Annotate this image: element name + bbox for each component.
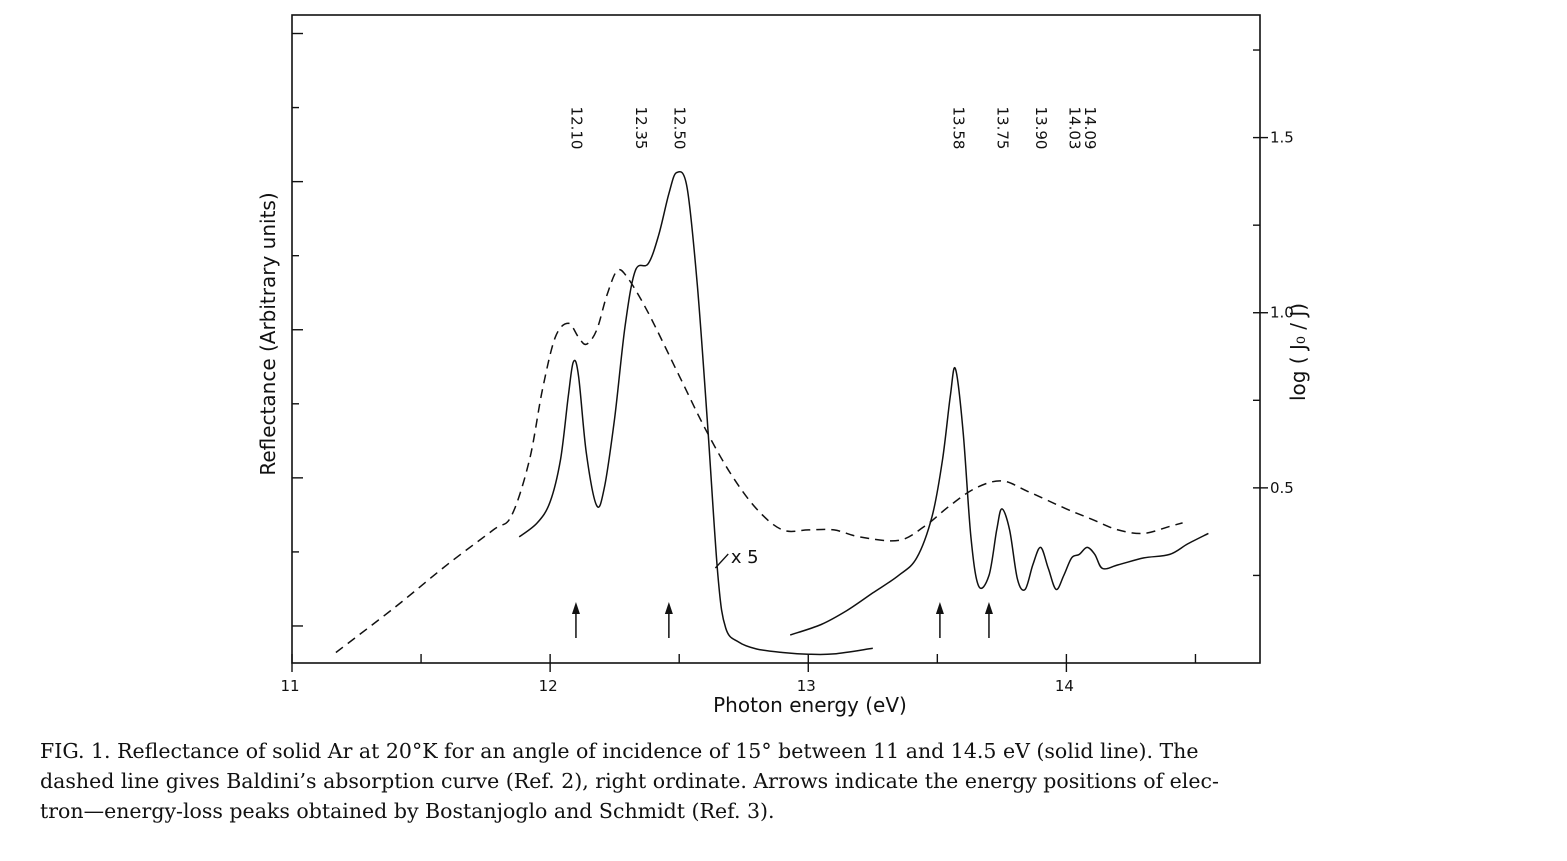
x-tick-label: 11 — [280, 677, 299, 695]
x-tick-label: 13 — [797, 677, 816, 695]
x-axis-ticks: 11 12 13 14 — [280, 654, 1197, 695]
reflectance-chart: 11 12 13 14 0.51.01.5 12.10 12.35 12.50 13.58 1… — [256, 14, 1310, 717]
x-axis-title: Photon energy (eV) — [713, 693, 907, 717]
absorption-dashed-curve — [335, 268, 1183, 654]
right-axis-title: log ( J₀ / J) — [1286, 303, 1310, 401]
right-tick-label: 1.0 — [1270, 304, 1294, 322]
energy-loss-arrows — [571, 602, 993, 638]
figure-caption: FIG. 1. Reflectance of solid Ar at 20°K … — [40, 736, 1540, 826]
annotation-layer: x 5 — [714, 547, 759, 569]
right-tick-label: 1.5 — [1270, 129, 1294, 147]
caption-line-1: FIG. 1. Reflectance of solid Ar at 20°K … — [40, 739, 1199, 763]
arrow-head — [984, 602, 993, 614]
peak-label: 12.10 — [567, 107, 585, 150]
reflectance-curve-1 — [518, 170, 873, 656]
peak-label: 12.35 — [632, 107, 650, 150]
arrow-head — [935, 602, 944, 614]
left-axis-title: Reflectance (Arbitrary units) — [256, 192, 280, 475]
right-tick-label: 0.5 — [1270, 479, 1294, 497]
caption-line-3: tron—energy-loss peaks obtained by Bosta… — [40, 799, 775, 823]
right-axis-ticks: 0.5 1.0 1.5 — [1253, 49, 1294, 577]
peak-label: 13.90 — [1032, 107, 1050, 150]
peak-label: 12.50 — [671, 107, 689, 150]
plot-frame — [291, 14, 1261, 664]
series-layer — [335, 170, 1209, 656]
reflectance-curve-2 — [789, 366, 1209, 636]
caption-line-2: dashed line gives Baldini’s absorption c… — [40, 769, 1219, 793]
x-tick-label: 14 — [1055, 677, 1074, 695]
peak-label: 14.03 — [1066, 107, 1084, 150]
left-axis-ticks — [292, 32, 303, 627]
arrow-head — [571, 602, 580, 614]
x5-annotation: x 5 — [731, 547, 759, 568]
peak-label: 13.58 — [949, 107, 967, 150]
peak-label: 13.75 — [993, 107, 1011, 150]
x-tick-label: 12 — [539, 677, 558, 695]
peak-label: 14.09 — [1081, 107, 1099, 150]
x5-leader-line — [714, 553, 729, 569]
arrow-head — [664, 602, 673, 614]
